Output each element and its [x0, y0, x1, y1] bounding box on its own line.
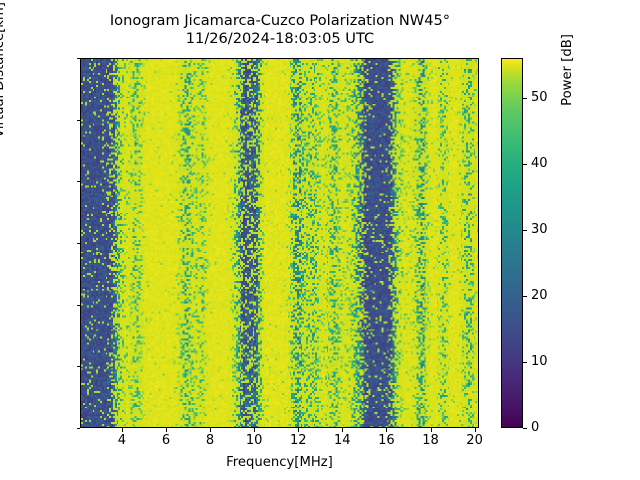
- colorbar-tick-label: 40: [531, 155, 548, 171]
- x-tick-label: 20: [466, 433, 483, 448]
- plot-area: [80, 58, 479, 428]
- colorbar-tick-label: 20: [531, 287, 548, 303]
- colorbar-tick-mark: [523, 229, 527, 231]
- x-tick-mark: [165, 428, 167, 432]
- title-line-2: 11/26/2024-18:03:05 UTC: [185, 29, 375, 47]
- colorbar-gradient: [501, 58, 523, 428]
- y-tick-mark: [76, 428, 80, 429]
- x-tick-mark: [210, 428, 212, 432]
- colorbar-tick-label: 0: [531, 420, 540, 435]
- x-tick-mark: [474, 428, 476, 432]
- x-tick-mark: [298, 428, 300, 432]
- x-tick-label: 14: [334, 433, 351, 448]
- x-tick-mark: [430, 428, 432, 432]
- title-line-1: Ionogram Jicamarca-Cuzco Polarization NW…: [109, 12, 451, 29]
- colorbar-tick-mark: [523, 428, 527, 429]
- colorbar-tick-mark: [523, 163, 527, 165]
- y-tick-mark: [76, 181, 80, 183]
- x-tick-mark: [254, 428, 256, 432]
- x-tick-label: 16: [378, 433, 395, 448]
- x-tick-label: 4: [117, 433, 127, 448]
- x-tick-mark: [342, 428, 344, 432]
- colorbar-tick-mark: [523, 295, 527, 297]
- x-tick-mark: [386, 428, 388, 432]
- y-tick-mark: [76, 243, 80, 244]
- colorbar-tick-label: 30: [531, 221, 548, 237]
- x-tick-label: 10: [245, 433, 263, 448]
- colorbar-tick-label: 50: [531, 89, 548, 105]
- y-tick-mark: [76, 304, 80, 306]
- colorbar-tick-label: 10: [531, 353, 548, 369]
- colorbar-tick-mark: [523, 361, 527, 363]
- y-tick-mark: [76, 58, 80, 59]
- colorbar-label: Power [dB]: [560, 34, 575, 106]
- ionogram-heatmap: [81, 59, 478, 427]
- colorbar-tick-mark: [523, 97, 527, 99]
- x-axis-label: Frequency[MHz]: [226, 455, 333, 470]
- x-tick-label: 18: [422, 433, 439, 448]
- x-tick-label: 6: [161, 433, 171, 448]
- page-title: Ionogram Jicamarca-Cuzco Polarization NW…: [80, 12, 480, 47]
- y-tick-mark: [76, 119, 80, 121]
- y-tick-mark: [76, 366, 80, 368]
- x-tick-mark: [121, 428, 123, 432]
- y-axis-label: Virtual Distance[km]: [0, 2, 7, 138]
- x-tick-label: 8: [205, 433, 215, 448]
- x-tick-label: 12: [289, 433, 307, 448]
